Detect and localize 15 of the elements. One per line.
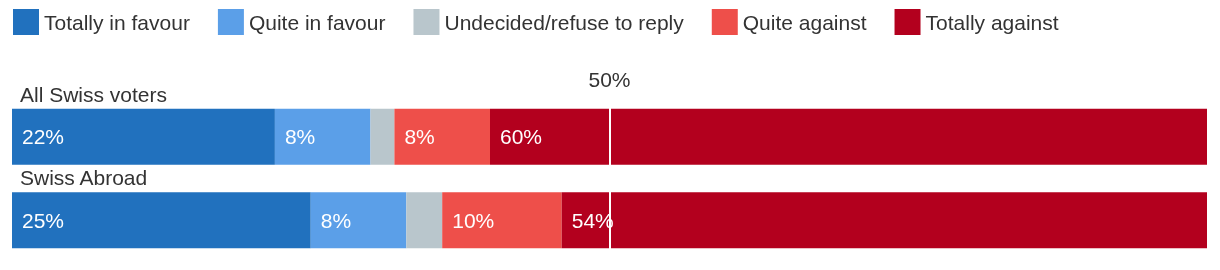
data-label: 8% xyxy=(404,125,435,149)
legend-label: Quite in favour xyxy=(248,10,386,34)
y-tick-label: All Swiss voters xyxy=(20,82,168,106)
legend-label: Totally against xyxy=(925,10,1059,34)
legend-label: Undecided/refuse to reply xyxy=(444,10,685,34)
data-label: 60% xyxy=(500,125,543,149)
data-label: 10% xyxy=(452,208,495,232)
legend-label: Totally in favour xyxy=(44,10,190,34)
data-label: 8% xyxy=(320,208,352,232)
legend-label: Quite against xyxy=(742,10,867,34)
data-label: 8% xyxy=(284,125,316,149)
data-label: 25% xyxy=(22,208,65,232)
y-tick-label: Swiss Abroad xyxy=(20,166,148,190)
data-label: 22% xyxy=(22,125,65,149)
ref-line-label: 50% xyxy=(588,68,631,91)
